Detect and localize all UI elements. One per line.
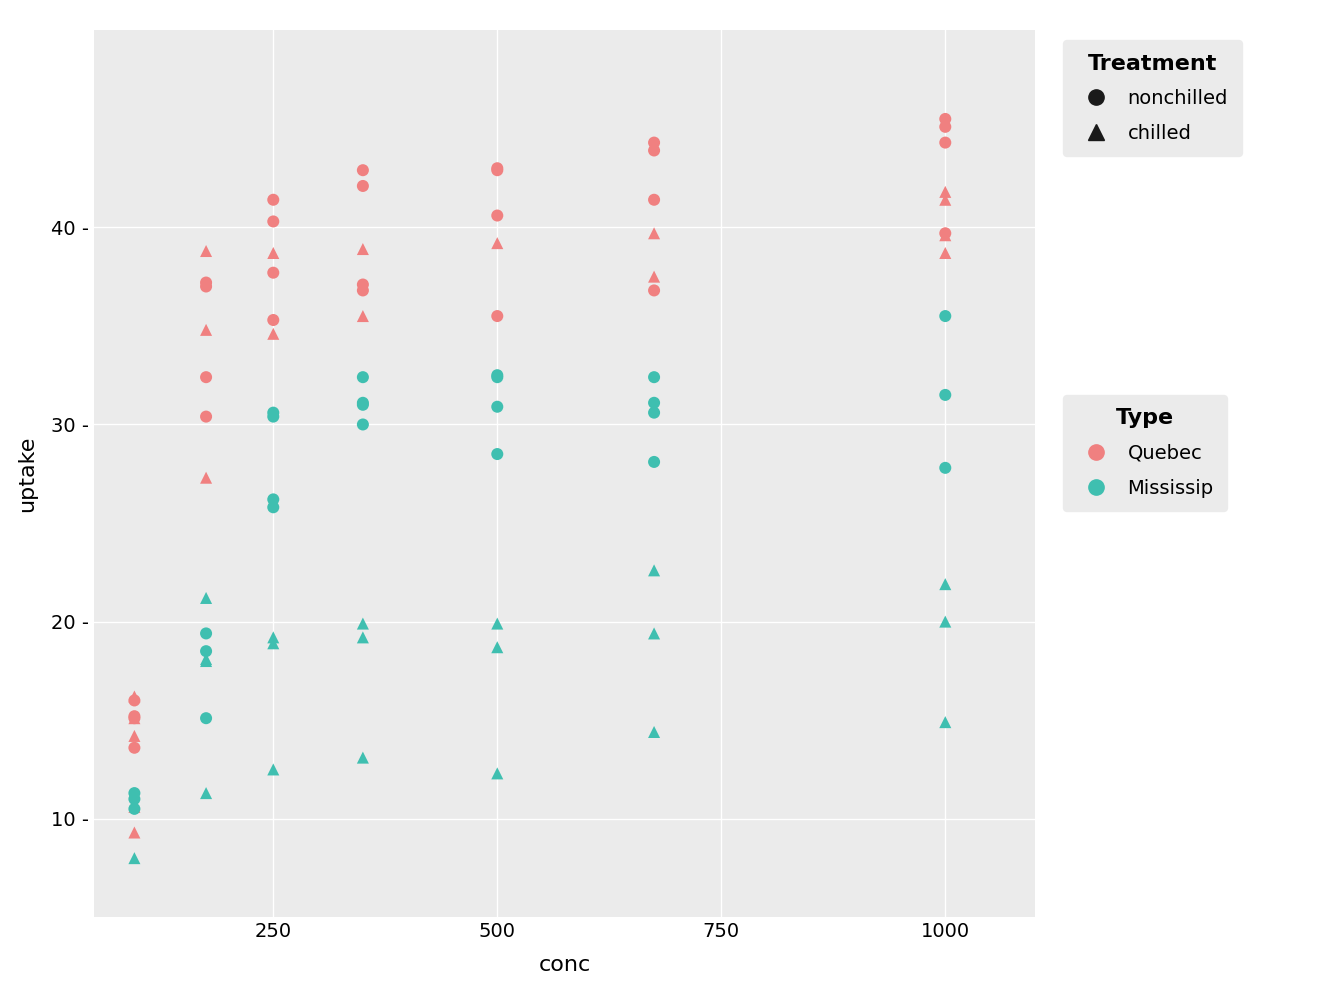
Point bbox=[487, 399, 508, 415]
Point bbox=[487, 616, 508, 632]
Point bbox=[124, 800, 145, 816]
Point bbox=[934, 183, 956, 200]
Point bbox=[487, 369, 508, 385]
Point bbox=[124, 692, 145, 709]
Point bbox=[262, 491, 284, 507]
Point bbox=[934, 577, 956, 593]
Point bbox=[124, 740, 145, 756]
Point bbox=[124, 709, 145, 725]
Point bbox=[262, 635, 284, 651]
Point bbox=[352, 395, 374, 411]
Point bbox=[487, 162, 508, 178]
Point bbox=[124, 785, 145, 801]
Point bbox=[262, 245, 284, 261]
Point bbox=[352, 162, 374, 178]
Point bbox=[644, 562, 665, 579]
Point bbox=[195, 625, 216, 641]
Point bbox=[124, 850, 145, 866]
Point bbox=[487, 235, 508, 251]
Point bbox=[352, 276, 374, 292]
Point bbox=[352, 177, 374, 194]
Point bbox=[262, 629, 284, 645]
Point bbox=[487, 160, 508, 176]
Point bbox=[352, 282, 374, 298]
Point bbox=[195, 243, 216, 259]
Point bbox=[262, 214, 284, 230]
Point bbox=[262, 408, 284, 424]
Point bbox=[644, 454, 665, 470]
X-axis label: conc: conc bbox=[539, 955, 590, 975]
Point bbox=[195, 322, 216, 338]
Point bbox=[934, 111, 956, 127]
Point bbox=[262, 192, 284, 208]
Point bbox=[934, 387, 956, 403]
Point bbox=[124, 825, 145, 841]
Point bbox=[934, 308, 956, 325]
Point bbox=[934, 614, 956, 630]
Point bbox=[124, 710, 145, 726]
Point bbox=[934, 192, 956, 208]
Point bbox=[352, 616, 374, 632]
Point bbox=[644, 404, 665, 420]
Point bbox=[487, 446, 508, 462]
Point bbox=[644, 134, 665, 150]
Point bbox=[934, 245, 956, 261]
Point bbox=[124, 688, 145, 705]
Point bbox=[195, 643, 216, 659]
Point bbox=[644, 142, 665, 158]
Point bbox=[195, 470, 216, 486]
Point bbox=[352, 308, 374, 325]
Point bbox=[487, 367, 508, 383]
Point bbox=[934, 714, 956, 730]
Point bbox=[262, 265, 284, 281]
Point bbox=[352, 241, 374, 257]
Point bbox=[124, 728, 145, 744]
Point bbox=[195, 590, 216, 606]
Point bbox=[644, 724, 665, 740]
Point bbox=[487, 639, 508, 655]
Point bbox=[934, 134, 956, 150]
Point bbox=[262, 404, 284, 420]
Point bbox=[644, 369, 665, 385]
Point bbox=[352, 369, 374, 385]
Point bbox=[352, 750, 374, 766]
Point bbox=[262, 326, 284, 342]
Point bbox=[262, 761, 284, 777]
Point bbox=[195, 651, 216, 667]
Point bbox=[644, 282, 665, 298]
Y-axis label: uptake: uptake bbox=[17, 435, 38, 512]
Point bbox=[644, 225, 665, 241]
Point bbox=[644, 192, 665, 208]
Point bbox=[934, 227, 956, 243]
Point bbox=[487, 208, 508, 224]
Point bbox=[352, 629, 374, 645]
Point bbox=[195, 653, 216, 669]
Point bbox=[934, 119, 956, 135]
Point bbox=[352, 416, 374, 432]
Point bbox=[934, 460, 956, 476]
Point bbox=[124, 798, 145, 814]
Point bbox=[195, 408, 216, 424]
Point bbox=[124, 791, 145, 807]
Point bbox=[195, 278, 216, 294]
Point bbox=[487, 308, 508, 325]
Legend: Quebec, Mississip: Quebec, Mississip bbox=[1063, 395, 1227, 511]
Point bbox=[644, 268, 665, 284]
Point bbox=[644, 395, 665, 411]
Point bbox=[195, 274, 216, 290]
Point bbox=[124, 710, 145, 726]
Point bbox=[195, 369, 216, 385]
Point bbox=[262, 499, 284, 515]
Point bbox=[487, 765, 508, 781]
Point bbox=[934, 225, 956, 241]
Point bbox=[195, 710, 216, 726]
Point bbox=[352, 397, 374, 413]
Point bbox=[644, 625, 665, 641]
Point bbox=[195, 785, 216, 801]
Point bbox=[262, 311, 284, 328]
